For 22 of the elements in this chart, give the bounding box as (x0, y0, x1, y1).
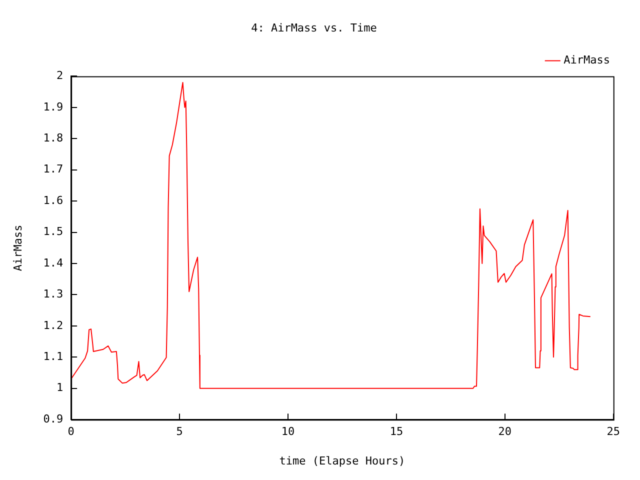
y-tick-label: 1.4 (43, 256, 64, 270)
y-tick-label: 1 (56, 381, 64, 394)
y-tick-label: 1.1 (43, 350, 64, 364)
x-tick-label: 25 (606, 425, 620, 438)
x-tick-label: 15 (390, 425, 404, 438)
x-tick-label: 0 (68, 425, 74, 438)
x-tick-label: 10 (281, 425, 295, 438)
y-tick-label: 0.9 (43, 412, 64, 426)
x-axis-title: time (Elapse Hours) (279, 454, 406, 468)
y-tick-label: 1.5 (43, 225, 64, 238)
y-tick-label: 1.9 (43, 100, 64, 114)
x-tick-label: 20 (498, 425, 512, 438)
y-tick-label: 2 (56, 69, 64, 82)
legend-label: AirMass (564, 54, 610, 67)
y-tick-label: 1.6 (43, 194, 64, 207)
chart-title: 4: AirMass vs. Time (251, 21, 377, 34)
x-tick-label: 5 (176, 425, 183, 438)
y-tick-label: 1.7 (43, 162, 64, 176)
y-tick-label: 1.8 (43, 131, 64, 144)
y-tick-label: 1.2 (43, 318, 64, 332)
y-tick-label: 1.3 (43, 288, 64, 301)
y-axis-title: AirMass (11, 224, 24, 272)
